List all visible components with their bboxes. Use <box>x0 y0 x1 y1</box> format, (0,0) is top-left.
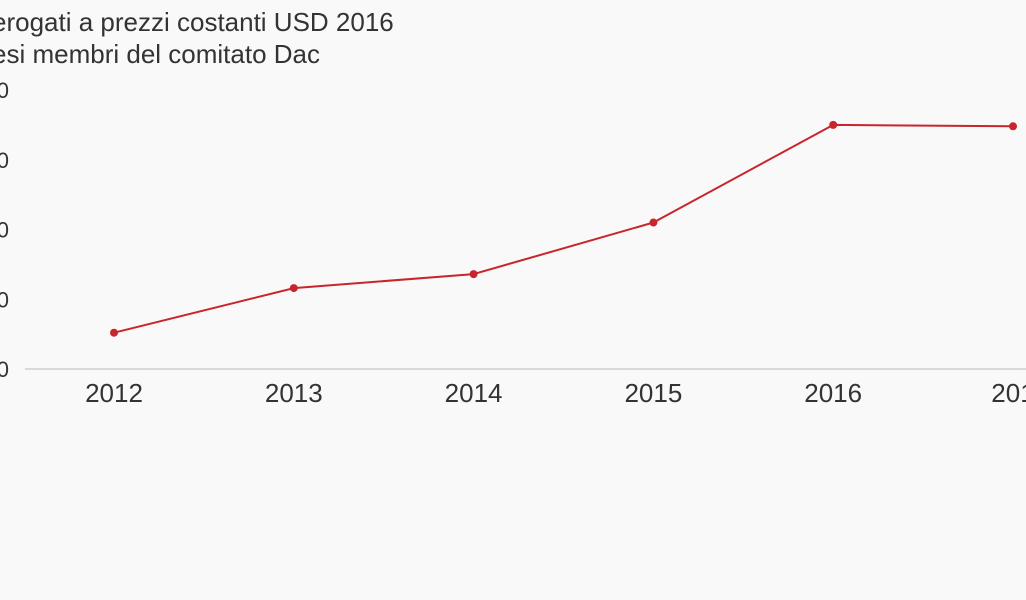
x-tick-label: 2012 <box>85 378 143 408</box>
y-tick-label: 0 <box>0 357 9 382</box>
x-tick-label: 2015 <box>624 378 682 408</box>
y-tick-label: 0 <box>0 148 9 173</box>
chart-title-line-2: esi membri del comitato Dac <box>0 39 320 69</box>
y-tick-label: 0 <box>0 287 9 312</box>
y-tick-label: 0 <box>0 78 9 103</box>
data-point <box>649 218 658 227</box>
data-point <box>110 328 118 337</box>
data-point <box>469 270 478 279</box>
x-tick-label: 2013 <box>265 378 323 408</box>
x-tick-label: 201 <box>991 378 1026 408</box>
y-tick-label: 0 <box>0 218 9 243</box>
chart-title: erogati a prezzi costanti USD 2016 esi m… <box>0 6 394 70</box>
series-line <box>113 123 1014 334</box>
data-point <box>289 284 298 293</box>
data-point <box>829 120 838 129</box>
x-tick-label: 2014 <box>445 378 503 408</box>
x-tick-label: 2016 <box>804 378 862 408</box>
chart-title-line-1: erogati a prezzi costanti USD 2016 <box>0 7 394 37</box>
data-point <box>1009 122 1017 131</box>
